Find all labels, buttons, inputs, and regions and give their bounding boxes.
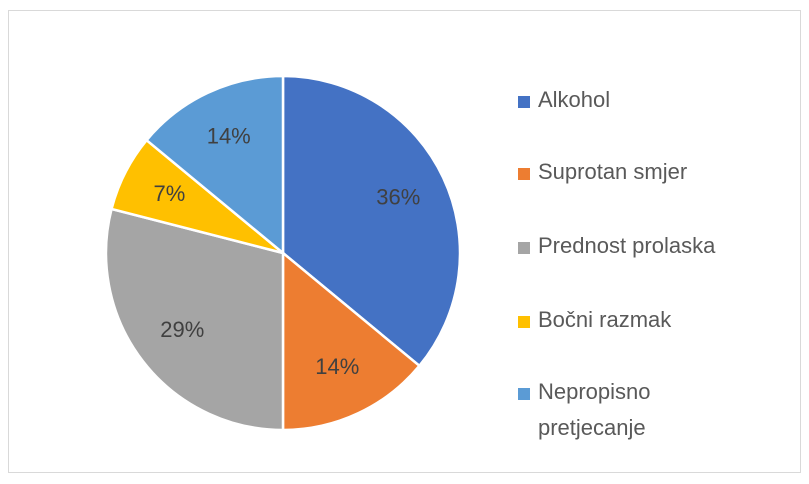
pie-slice bbox=[281, 74, 462, 368]
pie-slice bbox=[104, 207, 285, 432]
legend-swatch bbox=[518, 316, 530, 328]
data-label: 36% bbox=[376, 185, 420, 210]
legend-swatch bbox=[518, 168, 530, 180]
legend-label: Alkohol bbox=[538, 87, 611, 112]
pie-slice bbox=[144, 74, 285, 256]
data-label: 14% bbox=[207, 124, 251, 149]
legend-swatch bbox=[518, 96, 530, 108]
legend-label: Prednost prolaska bbox=[538, 233, 716, 258]
legend-item: Nepropisno pretjecanje bbox=[518, 379, 708, 446]
legend-swatch bbox=[518, 388, 530, 400]
legend-item: Suprotan smjer bbox=[518, 159, 798, 190]
legend-item: Prednost prolaska bbox=[518, 233, 798, 264]
legend-item: Alkohol bbox=[518, 87, 798, 118]
chart-border bbox=[8, 10, 801, 473]
legend-label: Suprotan smjer bbox=[538, 159, 688, 184]
data-label: 29% bbox=[160, 317, 204, 342]
legend-item: Bočni razmak bbox=[518, 307, 798, 338]
data-label: 14% bbox=[315, 354, 359, 379]
legend-swatch bbox=[518, 242, 530, 254]
legend-label: Bočni razmak bbox=[538, 307, 672, 332]
pie-slice bbox=[281, 250, 422, 432]
data-label: 7% bbox=[154, 181, 186, 206]
legend-label: Nepropisno pretjecanje bbox=[538, 379, 651, 440]
